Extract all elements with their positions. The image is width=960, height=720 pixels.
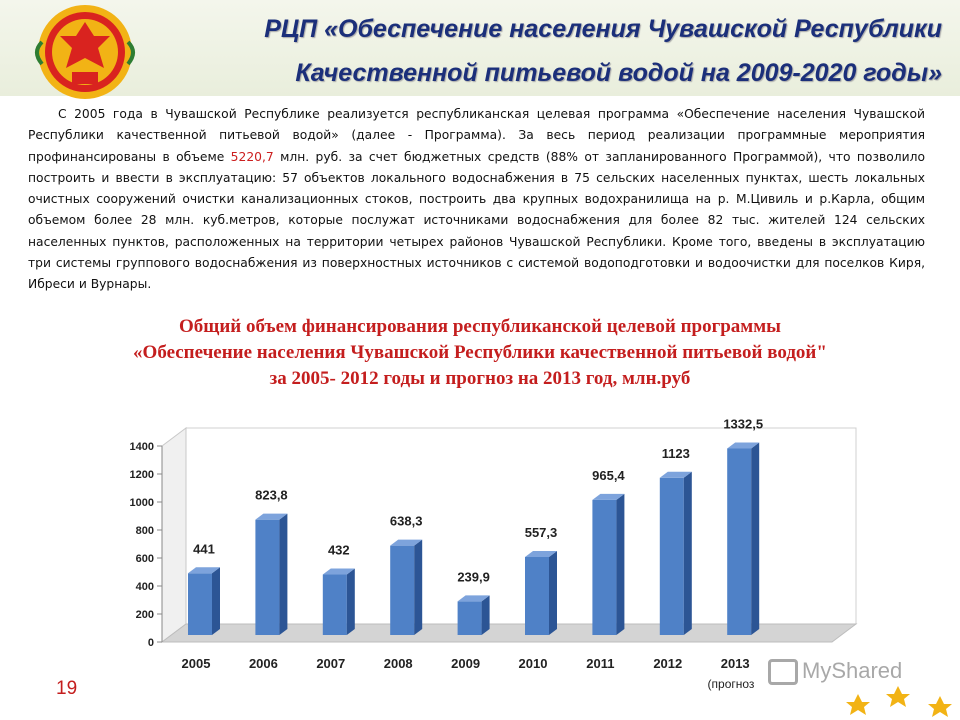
data-label-2007: 432 xyxy=(328,543,350,558)
x-tick-label-2007: 2007 xyxy=(316,656,345,671)
y-tick-label: 1400 xyxy=(130,441,154,453)
bar-top-2009 xyxy=(457,595,490,602)
bar-2010 xyxy=(525,556,549,635)
page-number: 19 xyxy=(56,678,78,699)
y-tick-label: 1000 xyxy=(130,497,154,509)
x-tick-label-2011: 2011 xyxy=(586,656,614,671)
y-tick-label: 400 xyxy=(136,581,154,593)
x-tick-label-2006: 2006 xyxy=(249,656,278,671)
data-label-2011: 965,4 xyxy=(592,468,625,483)
chart-title-line-1: Общий объем финансирования республиканск… xyxy=(179,316,781,337)
bar-2009 xyxy=(457,601,482,635)
bar-side-2012 xyxy=(683,471,692,635)
bar-2007 xyxy=(322,574,347,635)
bar-side-2008 xyxy=(414,539,423,635)
intro-paragraph: С 2005 года в Чувашской Республике реали… xyxy=(28,104,925,296)
chart-side-wall xyxy=(161,427,187,643)
brand-text: MyShared xyxy=(802,658,903,683)
header-banner: РЦП «Обеспечение населения Чувашской Рес… xyxy=(0,0,960,99)
bar-2005 xyxy=(188,573,212,635)
data-label-2012: 1123 xyxy=(662,446,690,461)
bar-top-2005 xyxy=(188,567,220,574)
bar-top-2008 xyxy=(390,539,423,546)
bar-top-2012 xyxy=(659,471,692,478)
forecast-note: (прогноз xyxy=(708,677,755,691)
chuvashia-emblem-icon xyxy=(35,5,135,99)
bar-side-2005 xyxy=(212,567,220,635)
bar-side-2011 xyxy=(616,493,625,635)
x-tick-label-2008: 2008 xyxy=(384,656,413,671)
data-label-2008: 638,3 xyxy=(390,514,423,529)
data-label-2013: 1332,5 xyxy=(723,416,763,431)
page-title-line-1: РЦП «Обеспечение населения Чувашской Рес… xyxy=(264,15,942,43)
x-tick-label-2010: 2010 xyxy=(519,656,548,671)
decorative-ornament-icon xyxy=(846,686,952,717)
x-tick-label-2012: 2012 xyxy=(653,656,682,671)
funding-bar-chart: 0 200 400 600 800 1000 1200 1400 441 2005 823,8 200… xyxy=(130,416,858,691)
bar-2011 xyxy=(592,499,617,635)
data-label-2010: 557,3 xyxy=(525,525,558,540)
bar-side-2013 xyxy=(751,442,760,635)
myshared-logo-icon xyxy=(768,659,798,686)
bar-side-2010 xyxy=(549,550,557,635)
myshared-watermark: MyShared xyxy=(768,658,903,686)
y-tick-label: 0 xyxy=(148,637,154,649)
bar-top-2013 xyxy=(727,442,760,449)
bar-2008 xyxy=(390,545,415,635)
y-tick-label: 200 xyxy=(136,609,154,621)
y-tick-label: 600 xyxy=(136,553,154,565)
bar-side-2007 xyxy=(346,568,355,635)
x-tick-label-2009: 2009 xyxy=(451,656,480,671)
bar-side-2009 xyxy=(481,595,490,635)
bar-2013 xyxy=(727,448,752,635)
bar-top-2010 xyxy=(525,550,557,557)
bar-top-2006 xyxy=(255,513,288,520)
intro-text-part-1: С 2005 года в Чувашской Республике реали… xyxy=(28,107,925,164)
bar-top-2011 xyxy=(592,493,625,500)
data-label-2005: 441 xyxy=(193,541,215,556)
y-tick-label: 800 xyxy=(136,525,154,537)
intro-text-part-2: млн. руб. за счет бюджетных средств (88%… xyxy=(28,149,925,292)
bar-side-2006 xyxy=(279,513,288,635)
bar-top-2007 xyxy=(322,568,355,575)
x-tick-label-2005: 2005 xyxy=(182,656,211,671)
intro-highlight-amount: 5220,7 xyxy=(230,149,274,164)
x-tick-label-2013: 2013 xyxy=(721,656,750,671)
data-label-2009: 239,9 xyxy=(457,569,490,584)
chart-title-line-2: «Обеспечение населения Чувашской Республ… xyxy=(133,342,827,363)
bar-2012 xyxy=(659,477,684,635)
page-title-line-2: Качественной питьевой водой на 2009-2020… xyxy=(295,59,942,87)
y-tick-label: 1200 xyxy=(130,469,154,481)
data-label-2006: 823,8 xyxy=(255,488,288,503)
bar-2006 xyxy=(255,519,280,635)
chart-title-line-3: за 2005- 2012 годы и прогноз на 2013 год… xyxy=(269,368,691,389)
